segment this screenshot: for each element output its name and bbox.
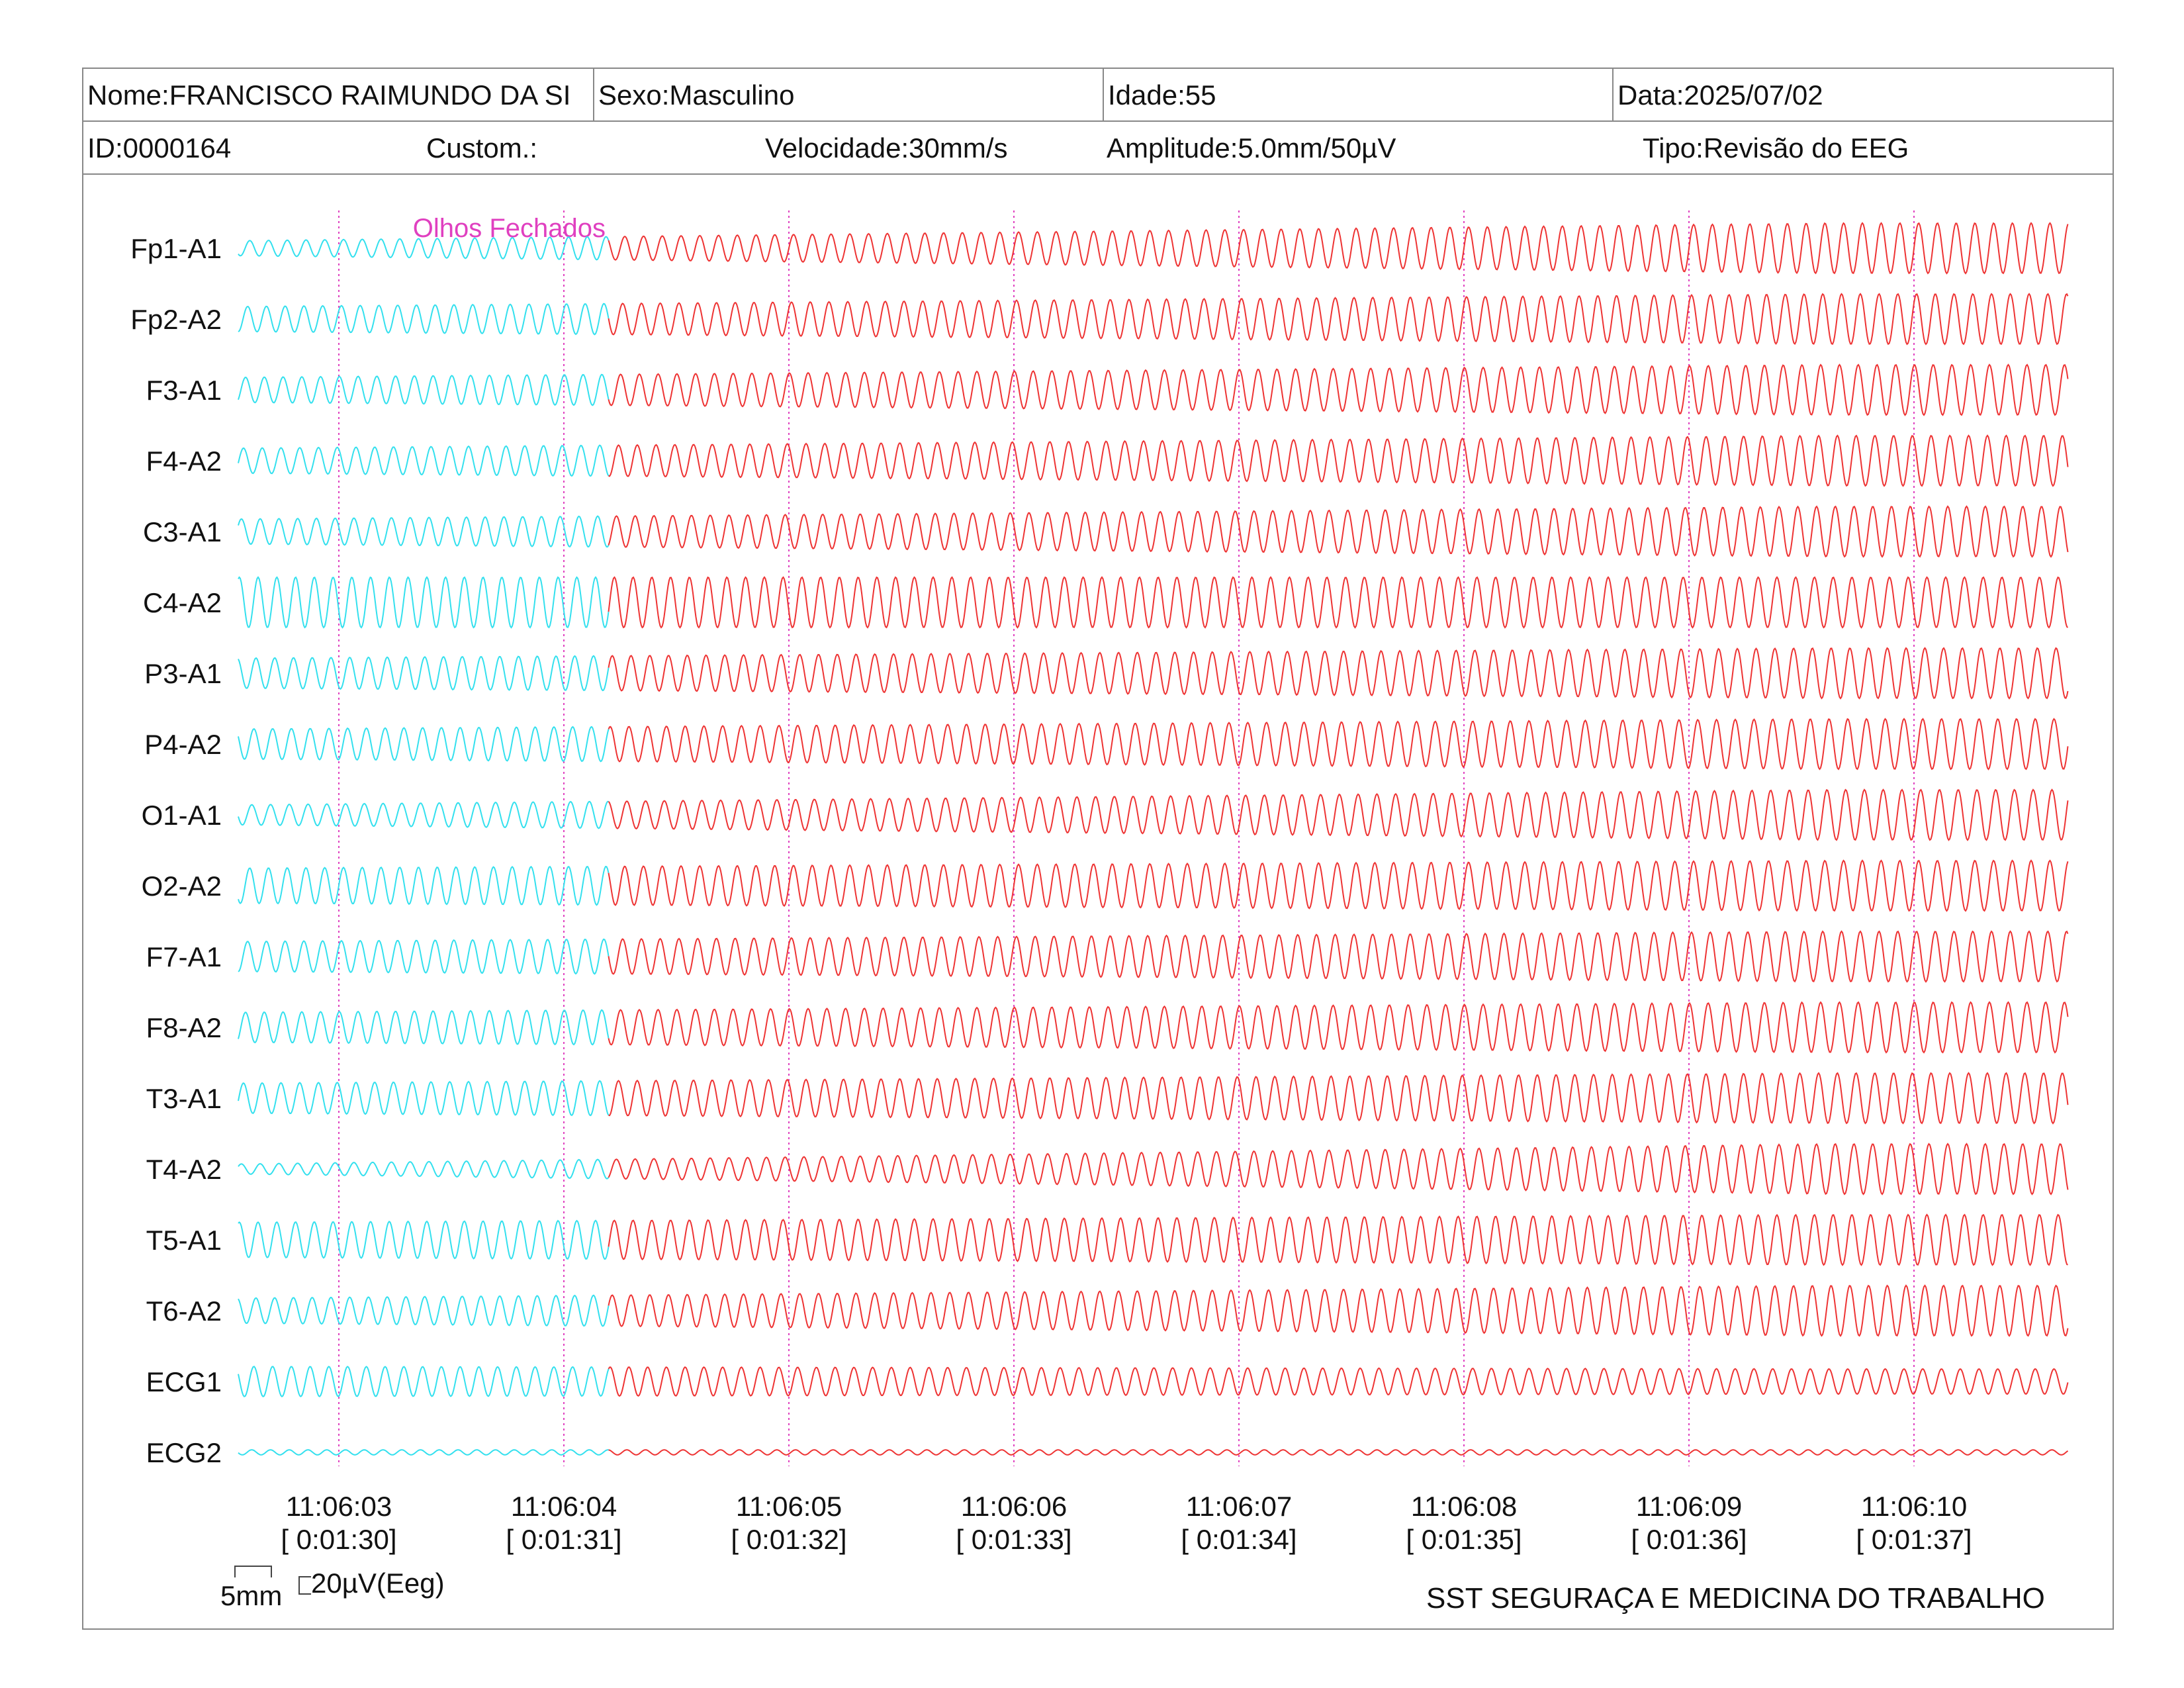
channel-label: F3-A1 xyxy=(146,375,222,406)
time-tick-clock: 11:06:05 xyxy=(736,1491,842,1522)
eeg-trace-segment-highlighted xyxy=(608,647,2069,700)
eeg-trace-segment xyxy=(238,444,610,477)
time-tick-clock: 11:06:06 xyxy=(961,1491,1067,1522)
header-row-patient: Nome:FRANCISCO RAIMUNDO DA SI Sexo:Mascu… xyxy=(83,69,2113,122)
time-scale-label: 5mm xyxy=(220,1580,282,1611)
channel-label: P3-A1 xyxy=(144,658,222,689)
channel-label: O1-A1 xyxy=(142,800,222,831)
time-tick-clock: 11:06:03 xyxy=(286,1491,392,1522)
eeg-trace-segment xyxy=(238,1219,610,1260)
exam-date: Data:2025/07/02 xyxy=(1612,69,2113,120)
eeg-trace-segment-highlighted xyxy=(608,505,2069,558)
eeg-trace-segment xyxy=(238,373,610,406)
time-tick-clock: 11:06:07 xyxy=(1186,1491,1292,1522)
eeg-trace-segment xyxy=(238,655,610,692)
eeg-trace-segment xyxy=(238,1158,610,1180)
eeg-trace-segment xyxy=(238,236,610,261)
event-annotation-label: Olhos Fechados xyxy=(413,214,606,243)
channel-label: C3-A1 xyxy=(143,516,222,547)
paper-speed: Velocidade:30mm/s xyxy=(765,132,1008,164)
channel-label: Fp2-A2 xyxy=(130,304,222,335)
channel-label: ECG2 xyxy=(146,1437,222,1468)
channel-label: P4-A2 xyxy=(144,729,222,760)
eeg-trace-segment xyxy=(238,938,610,975)
eeg-trace-segment xyxy=(238,515,610,548)
patient-id: ID:0000164 xyxy=(87,132,232,164)
eeg-trace-segment-highlighted xyxy=(608,930,2069,983)
eeg-trace-segment-highlighted xyxy=(608,576,2069,629)
time-tick-elapsed: [ 0:01:35] xyxy=(1406,1524,1522,1555)
eeg-trace-segment-highlighted xyxy=(608,1143,2069,1196)
eeg-trace-segment xyxy=(238,303,610,336)
eeg-trace-segment xyxy=(238,800,609,829)
channel-label: T5-A1 xyxy=(146,1225,222,1256)
eeg-trace-segment-highlighted xyxy=(608,718,2069,771)
channel-label: F4-A2 xyxy=(146,445,222,477)
time-tick-elapsed: [ 0:01:32] xyxy=(731,1524,846,1555)
report-frame: Nome:FRANCISCO RAIMUNDO DA SI Sexo:Mascu… xyxy=(82,68,2114,1630)
patient-sex: Sexo:Masculino xyxy=(593,69,1103,120)
channel-label: O2-A2 xyxy=(142,870,222,902)
review-type: Tipo:Revisão do EEG xyxy=(1643,132,1909,164)
time-tick-elapsed: [ 0:01:30] xyxy=(281,1524,396,1555)
eeg-trace-segment-highlighted xyxy=(608,434,2069,487)
time-scale-bar xyxy=(234,1566,272,1577)
channel-label: F8-A2 xyxy=(146,1012,222,1043)
time-tick-clock: 11:06:08 xyxy=(1411,1491,1517,1522)
custom-field: Custom.: xyxy=(426,132,538,164)
time-tick-elapsed: [ 0:01:37] xyxy=(1856,1524,1972,1555)
header-row-exam: ID:0000164 Custom.: Velocidade:30mm/s Am… xyxy=(83,122,2113,175)
eeg-trace-segment xyxy=(238,576,610,629)
channel-label: T3-A1 xyxy=(146,1083,222,1114)
eeg-trace-segment-highlighted xyxy=(608,1001,2069,1054)
eeg-trace-segment xyxy=(238,1366,610,1397)
eeg-trace-segment-highlighted xyxy=(608,1449,2069,1456)
eeg-trace-segment-highlighted xyxy=(608,1284,2069,1337)
time-tick-elapsed: [ 0:01:33] xyxy=(956,1524,1071,1555)
channel-label: C4-A2 xyxy=(143,587,222,618)
channel-label: F7-A1 xyxy=(146,941,222,972)
eeg-trace-segment-highlighted xyxy=(608,293,2069,346)
amplitude-setting: Amplitude:5.0mm/50µV xyxy=(1107,132,1396,164)
clinic-name: SST SEGURAÇA E MEDICINA DO TRABALHO xyxy=(1426,1582,2045,1615)
time-tick-elapsed: [ 0:01:34] xyxy=(1181,1524,1297,1555)
time-tick-elapsed: [ 0:01:31] xyxy=(506,1524,621,1555)
eeg-trace-segment xyxy=(238,1449,609,1456)
time-tick-clock: 11:06:09 xyxy=(1636,1491,1742,1522)
patient-name: Nome:FRANCISCO RAIMUNDO DA SI xyxy=(87,79,571,111)
time-tick-clock: 11:06:04 xyxy=(511,1491,617,1522)
channel-label: Fp1-A1 xyxy=(130,233,222,264)
eeg-trace-segment-highlighted xyxy=(608,363,2069,416)
eeg-trace-segment xyxy=(238,1009,610,1046)
amplitude-scale-label: 20µV(Eeg) xyxy=(311,1568,445,1599)
eeg-trace-segment xyxy=(238,1080,610,1117)
eeg-trace-segment-highlighted xyxy=(608,859,2069,912)
eeg-trace-segment xyxy=(238,1294,610,1327)
eeg-trace-segment-highlighted xyxy=(608,1366,2069,1397)
amplitude-scale-bar xyxy=(298,1576,311,1595)
time-tick-clock: 11:06:10 xyxy=(1861,1491,1967,1522)
channel-label: T4-A2 xyxy=(146,1154,222,1185)
eeg-trace-segment xyxy=(238,865,610,906)
channel-label: ECG1 xyxy=(146,1366,222,1397)
eeg-trace-segment-highlighted xyxy=(608,1213,2068,1266)
time-tick-elapsed: [ 0:01:36] xyxy=(1631,1524,1747,1555)
eeg-trace-segment-highlighted xyxy=(608,222,2069,275)
patient-age: Idade:55 xyxy=(1103,69,1612,120)
eeg-trace-segment xyxy=(238,726,610,763)
eeg-trace-segment-highlighted xyxy=(608,1072,2069,1125)
eeg-trace-segment-highlighted xyxy=(608,788,2069,841)
channel-label: T6-A2 xyxy=(146,1295,222,1327)
